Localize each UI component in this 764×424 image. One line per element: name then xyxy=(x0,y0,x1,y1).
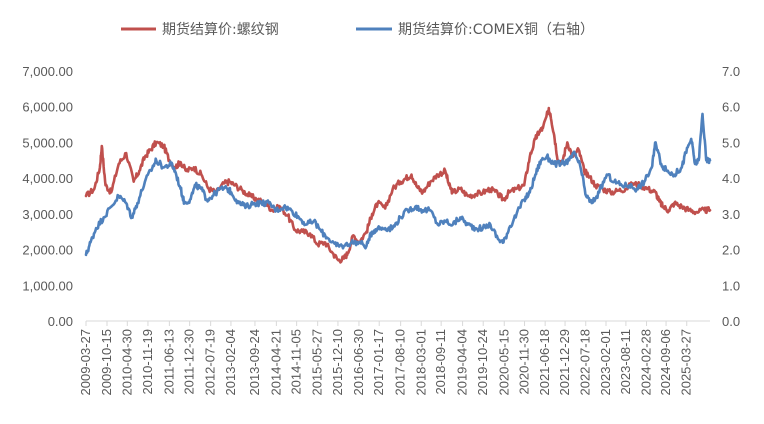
x-tick-label: 2016-06-30 xyxy=(351,329,366,396)
right-tick-label: 4.0 xyxy=(722,171,740,186)
x-tick-label: 2011-12-30 xyxy=(182,329,197,395)
x-tick-label: 2013-09-24 xyxy=(247,329,262,396)
legend-label-rebar: 期货结算价:螺纹钢 xyxy=(162,21,279,38)
x-tick-label: 2020-11-30 xyxy=(517,329,532,395)
x-tick-label: 2021-06-18 xyxy=(537,329,552,396)
x-tick-label: 2024-09-06 xyxy=(658,329,673,396)
x-tick-label: 2015-12-10 xyxy=(330,329,345,396)
x-tick-label: 2019-10-24 xyxy=(475,329,490,396)
legend-item-rebar[interactable]: 期货结算价:螺纹钢 xyxy=(121,21,279,38)
x-tick-label: 2021-12-29 xyxy=(557,329,572,396)
x-tick-label: 2012-07-19 xyxy=(203,329,218,396)
right-tick-label: 0.0 xyxy=(722,314,740,329)
x-tick-label: 2011-06-13 xyxy=(161,329,176,395)
x-tick-label: 2017-08-10 xyxy=(393,329,408,396)
x-tick-label: 2010-04-30 xyxy=(119,329,134,396)
right-tick-label: 1.0 xyxy=(722,278,740,293)
x-tick-label: 2018-09-11 xyxy=(433,329,448,395)
left-tick-label: 3,000.00 xyxy=(22,207,73,222)
left-tick-label: 7,000.00 xyxy=(22,64,73,79)
x-tick-label: 2009-10-15 xyxy=(99,329,114,396)
x-tick-label: 2023-02-01 xyxy=(598,329,613,396)
x-tick-label: 2018-03-01 xyxy=(413,329,428,396)
left-tick-label: 0.00 xyxy=(48,314,73,329)
right-tick-label: 3.0 xyxy=(722,207,740,222)
x-tick-label: 2013-02-04 xyxy=(223,329,238,396)
right-axis-tick-labels: 0.0 1.0 2.0 3.0 4.0 5.0 6.0 7.0 xyxy=(722,64,740,329)
right-tick-label: 5.0 xyxy=(722,135,740,150)
left-tick-label: 2,000.00 xyxy=(22,243,73,258)
series-layer xyxy=(84,106,712,264)
x-tick-label: 2023-08-11 xyxy=(618,329,633,395)
series-line-comex-copper[interactable] xyxy=(84,112,712,257)
x-tick-label: 2015-05-27 xyxy=(310,329,325,396)
right-tick-label: 6.0 xyxy=(722,100,740,115)
x-tick-label: 2022-07-18 xyxy=(578,329,593,396)
x-tick-label: 2009-03-27 xyxy=(78,329,93,396)
x-tick-label: 2024-02-28 xyxy=(639,329,654,396)
x-tick-label: 2014-11-05 xyxy=(289,329,304,395)
left-tick-label: 4,000.00 xyxy=(22,171,73,186)
x-tick-label: 2010-11-19 xyxy=(140,329,155,395)
left-tick-label: 5,000.00 xyxy=(22,135,73,150)
left-axis-tick-labels: 0.00 1,000.00 2,000.00 3,000.00 4,000.00 5,00… xyxy=(22,64,73,329)
x-tick-label: 2014-04-21 xyxy=(268,329,283,396)
x-tick-label: 2025-03-27 xyxy=(679,329,694,396)
left-tick-label: 6,000.00 xyxy=(22,100,73,115)
x-tick-label: 2020-05-15 xyxy=(496,329,511,396)
series-line-rebar[interactable] xyxy=(84,106,712,264)
right-tick-label: 2.0 xyxy=(722,243,740,258)
x-tick-label: 2019-04-04 xyxy=(455,329,470,396)
legend-label-comex-copper: 期货结算价:COMEX铜（右轴） xyxy=(398,21,594,38)
legend-item-comex-copper[interactable]: 期货结算价:COMEX铜（右轴） xyxy=(356,21,594,38)
legend: 期货结算价:螺纹钢 期货结算价:COMEX铜（右轴） xyxy=(121,21,594,38)
x-tick-label: 2017-01-17 xyxy=(371,329,386,396)
x-axis-ticks: 2009-03-27 2009-10-15 2010-04-30 2010-11-19… xyxy=(78,321,694,396)
right-tick-label: 7.0 xyxy=(722,64,740,79)
left-tick-label: 1,000.00 xyxy=(22,278,73,293)
